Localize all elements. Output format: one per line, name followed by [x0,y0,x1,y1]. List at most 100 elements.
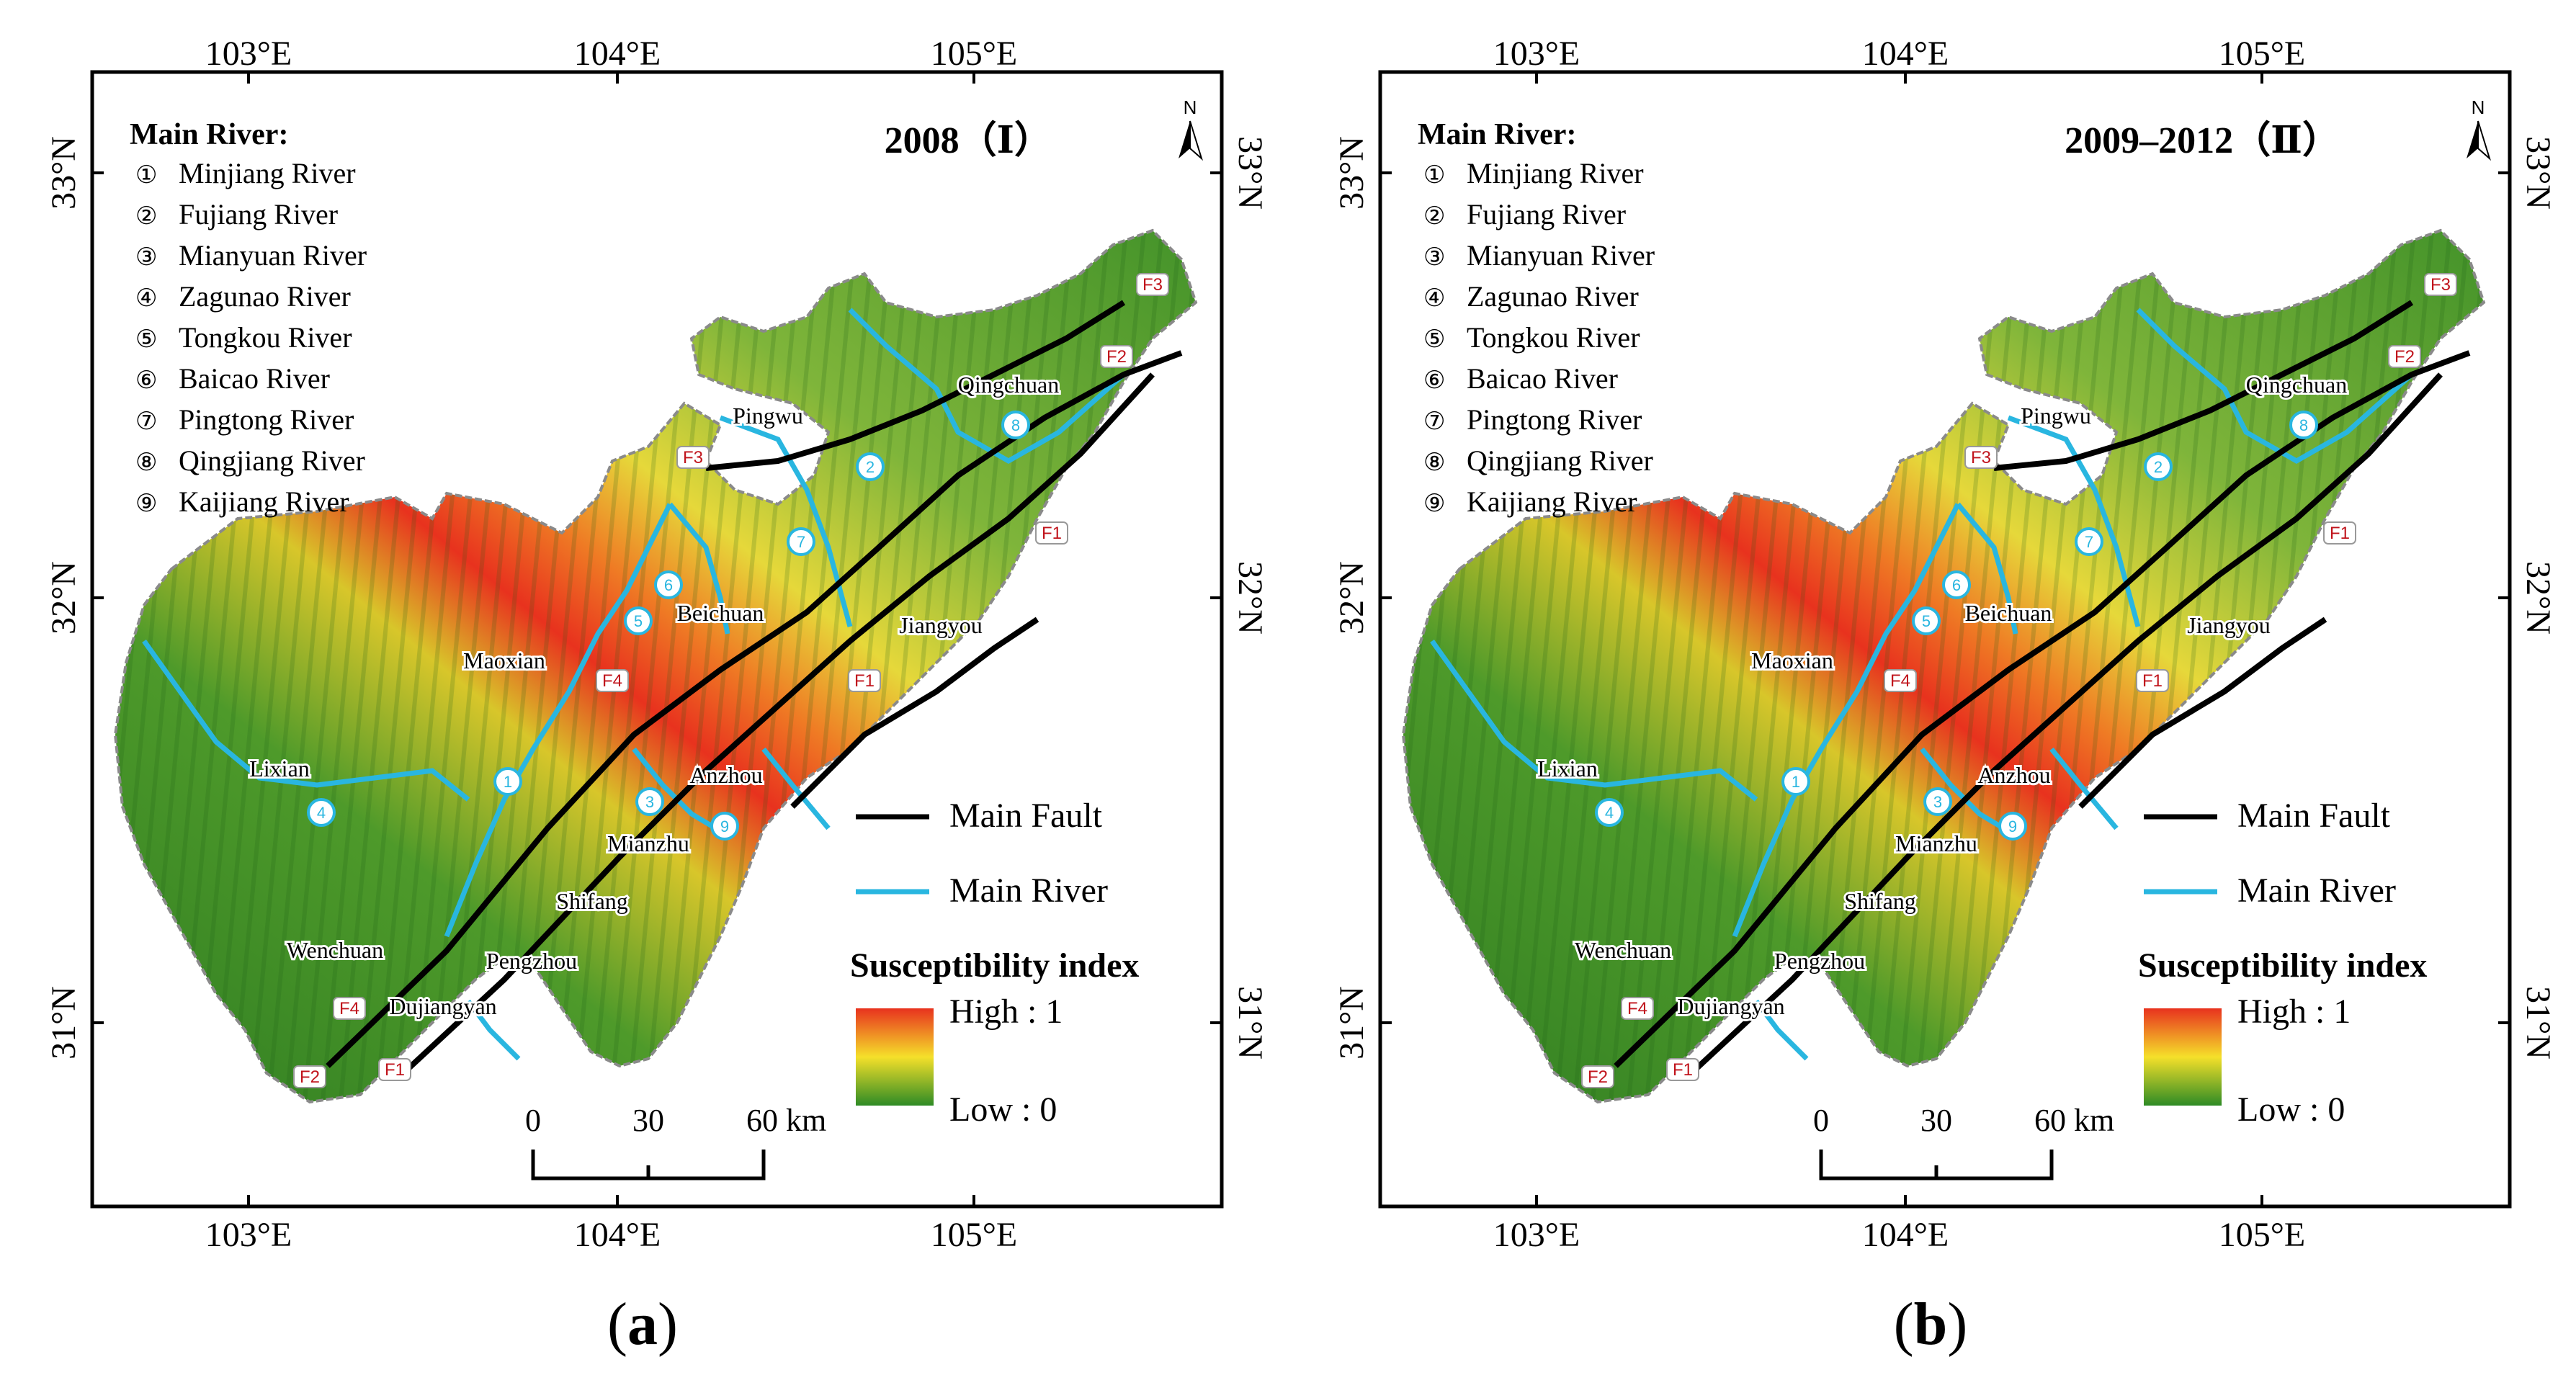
town-label: Dujiangyan [389,993,496,1019]
fault-label: F4 [1884,669,1917,692]
town-label: Wenchuan [287,937,383,963]
svg-text:6: 6 [1952,576,1961,594]
river-list-item: Baicao River [1467,362,1618,395]
river-marker: 7 [787,527,815,556]
lon-label-top: 105°E [931,35,1018,73]
river-list-item: Baicao River [179,362,330,395]
legend-susceptibility-title: Susceptibility index [2138,946,2427,985]
fault-label: F3 [1964,446,1998,469]
river-line [142,639,470,802]
town-label: Pengzhou [486,948,577,974]
legend: Main Fault Main River Susceptibility index… [850,797,1139,1129]
river-line [1956,502,2018,635]
river-list-item: Kaijiang River [179,485,349,518]
river-list-number: ⑨ [1423,489,1445,518]
fault-line [790,617,1039,809]
fault-line [2078,617,2327,809]
legend-fault-label: Main Fault [949,797,1103,835]
fault-label: F1 [848,669,881,692]
legend-low-label: Low : 0 [2237,1090,2345,1129]
river-line [848,308,1126,465]
river-list-number: ② [1423,202,1445,230]
legend: Main Fault Main River Susceptibility index… [2138,797,2427,1129]
fault-label: F1 [2323,521,2356,545]
svg-text:8: 8 [1011,416,1020,434]
svg-text:5: 5 [1922,612,1931,630]
river-list-number: ⑤ [1423,325,1445,354]
svg-text:F1: F1 [1042,524,1062,543]
svg-text:F3: F3 [1142,275,1163,295]
fault-label: F1 [378,1058,411,1081]
svg-text:F2: F2 [2394,347,2415,367]
river-line [719,415,853,627]
river-list-title: Main River: [130,118,288,151]
town-label: Beichuan [677,600,764,626]
river-list-item: Mianyuan River [179,239,367,272]
lat-label-right: 31°N [2519,986,2557,1059]
river-marker: 2 [2144,452,2173,481]
town-label: Maoxian [1751,648,1833,673]
river-list-item: Kaijiang River [1467,485,1637,518]
study-boundary [1401,228,2486,1104]
scale-tick-label: 0 [1813,1103,1829,1138]
svg-text:F4: F4 [1890,671,1910,691]
legend-river-label: Main River [949,872,1108,910]
scale-bar: 0 30 60 km [1813,1103,2114,1180]
river-list: Main River: ① Minjiang River ② Fujiang River… [130,118,367,518]
lon-label-bottom: 105°E [931,1216,1018,1254]
fault-label: F3 [1136,273,1169,296]
river-line [1732,503,1961,938]
river-list: Main River: ① Minjiang River ② Fujiang River… [1418,118,1655,518]
svg-text:9: 9 [2008,817,2017,835]
river-line [668,502,730,635]
north-arrow-icon: N [2467,97,2491,161]
lat-label-right: 32°N [1231,561,1269,635]
svg-text:F4: F4 [1627,999,1647,1018]
river-marker: 5 [1912,606,1941,635]
svg-text:8: 8 [2299,416,2308,434]
river-list-number: ① [135,161,157,189]
legend-color-ramp [856,1008,934,1106]
river-line [2136,308,2414,465]
town-label: Shifang [1844,888,1916,914]
river-marker: 6 [654,570,683,599]
river-list-item: Minjiang River [1467,157,1644,189]
svg-text:F1: F1 [1673,1060,1693,1080]
lat-label-left: 33°N [1333,136,1371,210]
svg-text:5: 5 [634,612,643,630]
panel-title: 2008（Ⅰ） [885,120,1052,161]
svg-text:2: 2 [2154,458,2163,476]
panel-caption: (b) [1893,1291,1968,1358]
river-list-number: ③ [135,243,157,272]
river-list-number: ⑨ [135,489,157,518]
lon-label-bottom: 103°E [205,1216,292,1254]
scale-bar: 0 30 60 km [525,1103,826,1180]
fault-label: F4 [333,997,366,1020]
river-list-item: Qingjiang River [179,444,365,477]
river-line [1754,999,1809,1061]
svg-text:1: 1 [504,773,512,791]
river-list-item: Qingjiang River [1467,444,1653,477]
svg-text:F1: F1 [2330,524,2350,543]
town-label: Shifang [556,888,628,914]
town-label: Qingchuan [958,372,1059,398]
legend-fault-label: Main Fault [2237,797,2391,835]
panel-title: 2009–2012（Ⅱ） [2065,120,2340,161]
fault-label: F3 [676,446,710,469]
svg-text:F3: F3 [2430,275,2451,295]
river-list-number: ⑧ [1423,448,1445,477]
river-line [444,503,673,938]
svg-text:F1: F1 [385,1060,405,1080]
river-list-item: Pingtong River [1467,403,1642,436]
river-list-number: ④ [135,284,157,313]
river-list-number: ① [1423,161,1445,189]
fault-label: F2 [2388,345,2421,368]
fault-label: F3 [2424,273,2457,296]
river-line [1430,639,1758,802]
river-marker: 2 [856,452,885,481]
svg-text:7: 7 [2085,533,2093,551]
lon-label-top: 105°E [2219,35,2306,73]
svg-text:F1: F1 [854,671,875,691]
